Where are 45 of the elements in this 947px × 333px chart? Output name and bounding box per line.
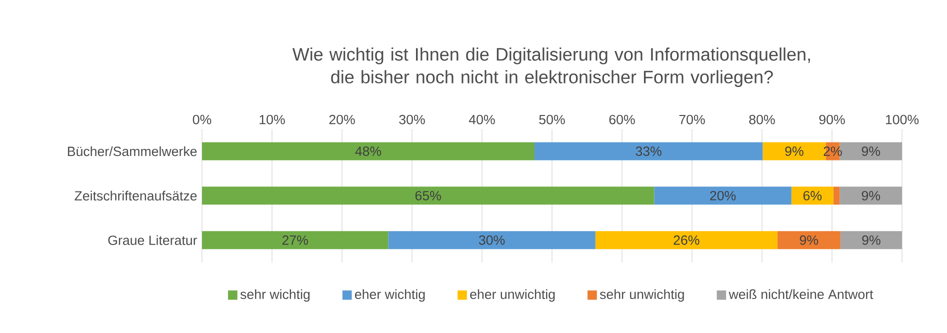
bar [534,142,763,160]
y-tick-label: Zeitschriftenaufsätze [74,190,197,201]
data-label: 48% [355,146,382,156]
legend-label: weiß nicht/keine Antwort [728,289,874,300]
legend-label: sehr wichtig [240,289,310,302]
chart-title: Wie wichtig ist Ihnen die Digitalisierung von Informationsquellen, die bisher noch nicht in elektronischer Form vorliegen? [292,48,810,87]
bar [654,186,792,205]
y-tick-label: Bücher/Sammelwerke [68,146,197,156]
bar [202,186,654,205]
x-tick-label: 70% [679,114,705,124]
legend-label: sehr unwichtig [600,289,684,302]
data-label: 9% [800,235,818,245]
x-tick-label: 60% [609,114,635,124]
data-label: 9% [785,146,804,156]
bar [595,231,778,250]
bar [791,186,834,205]
x-tick-label: 40% [468,114,495,124]
x-tick-label: 90% [819,114,845,124]
data-label: 6% [803,190,822,200]
bar [840,186,902,205]
data-label: 9% [862,235,880,245]
legend-label: eher wichtig [355,289,425,302]
data-label: 27% [282,235,308,245]
data-label: 9% [862,146,880,156]
legend-label: eher unwichtig [470,289,555,302]
bar [840,231,902,250]
x-tick-label: 10% [260,114,285,124]
x-tick-label: 20% [329,114,355,124]
bar [202,142,534,160]
x-tick-label: 100% [886,114,919,124]
data-label: 9% [862,190,880,200]
x-tick-label: 30% [399,114,425,124]
data-label: 33% [636,146,662,156]
bar [202,231,388,250]
x-tick-label: 0% [192,114,212,124]
bar [777,231,840,250]
x-tick-label: 50% [539,114,565,124]
bar [833,186,840,205]
y-tick-label: Graue Literatur [108,235,198,246]
data-label: 20% [710,190,736,200]
data-label: 26% [674,235,700,245]
data-label: 30% [478,235,505,245]
bar [388,231,596,250]
x-tick-label: 80% [749,114,775,124]
data-label: 65% [415,190,441,200]
